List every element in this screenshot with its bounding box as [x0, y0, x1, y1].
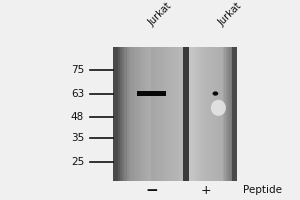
Bar	[118, 47, 120, 181]
Bar	[236, 47, 237, 181]
Bar	[183, 47, 189, 181]
Bar	[127, 47, 129, 181]
Bar	[157, 47, 159, 181]
Bar	[232, 47, 234, 181]
Text: 75: 75	[71, 65, 84, 75]
Bar	[202, 47, 203, 181]
Bar	[168, 47, 170, 181]
Bar	[214, 47, 216, 181]
Bar	[224, 47, 226, 181]
Bar	[208, 47, 210, 181]
Bar	[112, 47, 237, 181]
Text: 25: 25	[71, 157, 84, 167]
Bar	[216, 47, 218, 181]
Bar	[161, 47, 164, 181]
Ellipse shape	[212, 91, 218, 96]
Bar	[131, 47, 133, 181]
Bar	[112, 47, 118, 181]
Bar	[155, 47, 157, 181]
Bar	[200, 47, 202, 181]
Bar	[166, 47, 168, 181]
Bar	[133, 47, 135, 181]
Bar	[206, 47, 208, 181]
Bar	[205, 47, 206, 181]
Bar	[223, 47, 224, 181]
Bar	[144, 47, 146, 181]
Text: Peptide: Peptide	[243, 185, 282, 195]
Bar	[122, 47, 124, 181]
Bar	[189, 47, 190, 181]
Bar	[203, 47, 205, 181]
Bar	[198, 47, 200, 181]
Bar	[137, 91, 166, 96]
Text: +: +	[200, 184, 211, 197]
Text: 63: 63	[71, 89, 84, 99]
Bar	[120, 47, 122, 181]
Bar	[234, 47, 236, 181]
Bar	[148, 47, 151, 181]
Text: Jurkat: Jurkat	[216, 1, 244, 28]
Bar	[129, 47, 131, 181]
Bar	[219, 47, 221, 181]
Bar	[210, 47, 211, 181]
Bar	[137, 47, 140, 181]
Text: Jurkat: Jurkat	[146, 1, 173, 28]
Bar	[179, 47, 181, 181]
Bar	[142, 47, 144, 181]
Bar	[197, 47, 198, 181]
Bar	[195, 47, 197, 181]
Text: 48: 48	[71, 112, 84, 122]
Bar	[190, 47, 192, 181]
Bar	[177, 47, 179, 181]
Bar	[151, 47, 153, 181]
Bar	[153, 47, 155, 181]
Bar	[175, 47, 177, 181]
Bar	[146, 47, 148, 181]
Bar	[227, 47, 229, 181]
Bar	[172, 47, 175, 181]
Bar	[232, 47, 237, 181]
Bar	[159, 47, 161, 181]
Ellipse shape	[211, 100, 226, 116]
Bar	[221, 47, 223, 181]
Bar	[170, 47, 172, 181]
Bar	[213, 47, 214, 181]
Bar	[124, 47, 127, 181]
Bar	[181, 47, 183, 181]
Bar	[229, 47, 231, 181]
Bar	[211, 47, 213, 181]
Bar	[140, 47, 142, 181]
Bar	[226, 47, 227, 181]
Bar	[218, 47, 219, 181]
Bar	[192, 47, 194, 181]
Bar	[164, 47, 166, 181]
Text: 35: 35	[71, 133, 84, 143]
Bar	[231, 47, 232, 181]
Bar	[194, 47, 195, 181]
Bar	[135, 47, 137, 181]
Text: −: −	[145, 183, 158, 198]
